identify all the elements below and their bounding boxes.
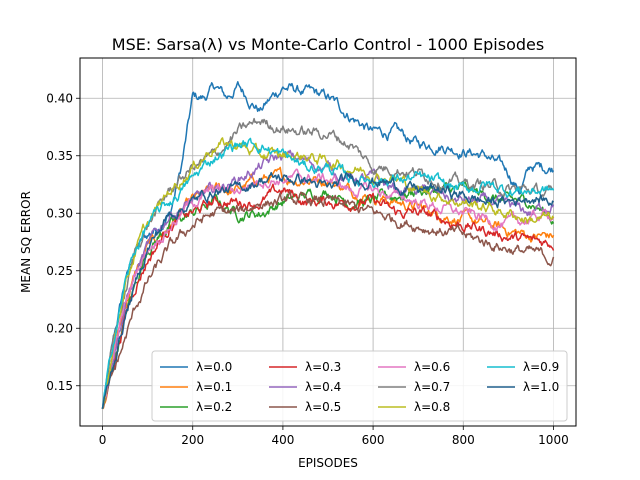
x-tick-label: 1000 — [538, 433, 569, 447]
y-tick-label: 0.40 — [46, 91, 73, 105]
x-tick-label: 0 — [99, 433, 107, 447]
legend-entry-label: λ=0.6 — [414, 360, 450, 374]
legend-entry-label: λ=0.7 — [414, 380, 450, 394]
y-tick-label: 0.15 — [46, 379, 73, 393]
plot-frame — [79, 57, 577, 427]
legend-box — [151, 350, 568, 422]
y-tick-label: 0.25 — [46, 264, 73, 278]
x-axis-ticks: 0 200 400 600 800 1000 — [99, 426, 569, 447]
legend-entry-label: λ=0.5 — [305, 400, 341, 414]
y-axis-ticks: 0.15 0.20 0.25 0.30 0.35 0.40 — [46, 91, 80, 393]
chart-title: MSE: Sarsa(λ) vs Monte-Carlo Control - 1… — [112, 35, 544, 54]
legend-entry-label: λ=1.0 — [523, 380, 559, 394]
legend-entry-label: λ=0.0 — [196, 360, 232, 374]
y-tick-label: 0.20 — [46, 321, 73, 335]
legend-entry-label: λ=0.8 — [414, 400, 450, 414]
series-line-10 — [101, 171, 555, 409]
legend-entry-label: λ=0.4 — [305, 380, 341, 394]
y-axis-label: MEAN SQ ERROR — [19, 191, 33, 293]
x-axis-label: EPISODES — [298, 456, 358, 470]
series-line-7 — [101, 117, 555, 410]
legend: λ=0.0 λ=0.1 λ=0.2 λ=0.3 λ=0.4 λ=0.5 λ=0.6 λ=0.7… — [151, 350, 568, 422]
x-tick-label: 600 — [362, 433, 385, 447]
series-lines — [101, 81, 555, 410]
legend-entry-label: λ=0.2 — [196, 400, 232, 414]
legend-entry-label: λ=0.9 — [523, 360, 559, 374]
y-tick-label: 0.30 — [46, 206, 73, 220]
series-line-8 — [101, 137, 555, 409]
x-tick-label: 200 — [181, 433, 204, 447]
x-tick-label: 400 — [271, 433, 294, 447]
grid — [80, 58, 576, 426]
legend-entry-label: λ=0.1 — [196, 380, 232, 394]
series-line-5 — [101, 191, 555, 410]
legend-entry-label: λ=0.3 — [305, 360, 341, 374]
x-tick-label: 800 — [452, 433, 475, 447]
y-tick-label: 0.35 — [46, 149, 73, 163]
series-line-9 — [101, 137, 555, 409]
